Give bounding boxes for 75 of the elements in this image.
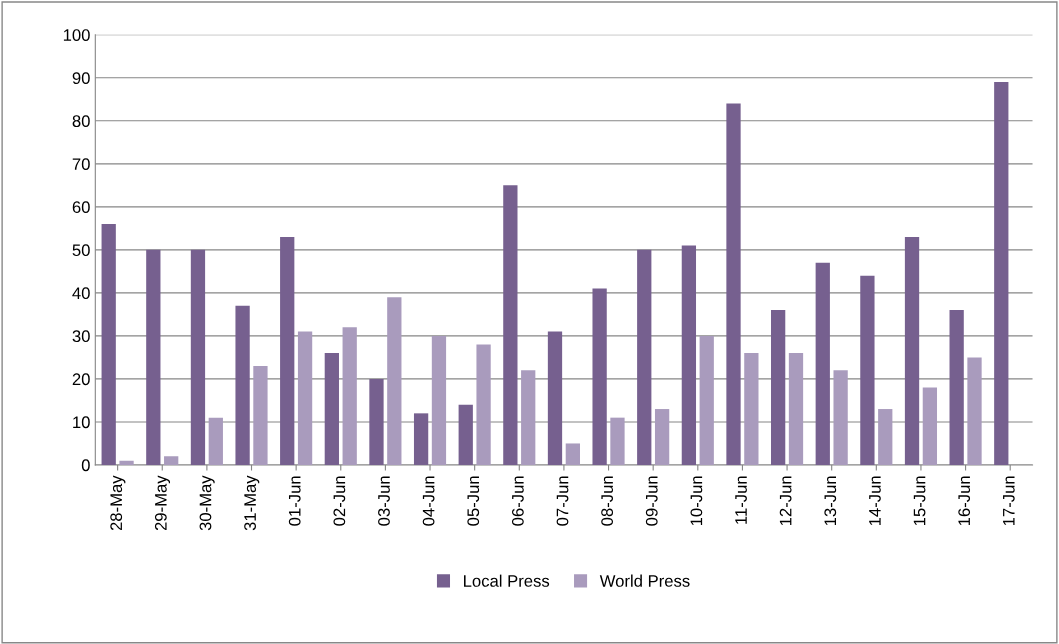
x-tick-label: 28-May xyxy=(110,475,126,531)
bar xyxy=(235,305,250,465)
bar xyxy=(324,353,339,465)
bar xyxy=(860,275,875,465)
y-tick-label: 50 xyxy=(72,244,90,257)
bar xyxy=(904,236,920,465)
x-tick-label: 02-Jun xyxy=(333,476,346,526)
x-tick-label: 07-Jun xyxy=(556,476,569,526)
x-tick-label: 06-Jun xyxy=(511,476,524,526)
bar xyxy=(788,353,804,465)
y-tick-label: 20 xyxy=(72,373,90,386)
x-tick-label: 14-Jun xyxy=(869,476,881,526)
bar xyxy=(833,370,848,465)
y-tick-label: 60 xyxy=(72,201,90,214)
y-tick-label: 70 xyxy=(72,158,90,171)
bar xyxy=(431,335,447,465)
y-tick-label: 30 xyxy=(72,330,90,343)
bar xyxy=(101,224,116,465)
bar xyxy=(342,327,357,465)
legend-label: Local Press xyxy=(464,574,550,587)
bar xyxy=(208,417,223,465)
x-tick-label: 30-May xyxy=(199,475,215,531)
bar xyxy=(744,353,759,465)
bar xyxy=(146,249,161,465)
bar xyxy=(726,103,741,465)
bar xyxy=(565,443,580,465)
bar xyxy=(699,335,714,465)
bar xyxy=(654,409,670,465)
bar xyxy=(878,409,893,465)
bar xyxy=(949,310,964,465)
bar xyxy=(280,236,295,465)
bar xyxy=(458,404,473,465)
x-tick-label: 03-Jun xyxy=(378,476,390,526)
y-tick-label: 40 xyxy=(72,287,90,300)
bar xyxy=(190,249,206,465)
x-tick-label: 04-Jun xyxy=(422,476,435,526)
bar xyxy=(503,185,518,465)
x-tick-label: 10-Jun xyxy=(690,476,703,526)
bar xyxy=(413,413,429,465)
y-tick-label: 0 xyxy=(81,459,90,472)
bar xyxy=(476,344,491,465)
x-tick-label: 15-Jun xyxy=(913,476,926,526)
bar xyxy=(297,331,313,465)
bar xyxy=(547,331,563,465)
bar xyxy=(119,460,134,465)
bar xyxy=(815,262,830,465)
x-tick-label: 13-Jun xyxy=(824,476,837,526)
bar xyxy=(637,249,652,465)
bar xyxy=(922,387,938,465)
bar xyxy=(387,297,402,465)
bar xyxy=(164,456,179,465)
bar xyxy=(967,357,982,465)
x-tick-label: 29-May xyxy=(154,475,171,531)
x-tick-label: 17-Jun xyxy=(1003,476,1015,526)
x-tick-label: 31-May xyxy=(244,475,260,531)
bar xyxy=(610,417,625,465)
y-tick-label: 10 xyxy=(73,416,90,429)
bar xyxy=(681,245,697,465)
x-tick-label: 08-Jun xyxy=(601,476,614,526)
bar xyxy=(369,378,384,465)
x-tick-label: 12-Jun xyxy=(779,476,792,526)
x-tick-label: 05-Jun xyxy=(467,476,480,526)
bar xyxy=(592,288,607,465)
legend-label: World Press xyxy=(599,574,690,587)
bar xyxy=(771,310,786,465)
bar xyxy=(253,366,268,465)
y-tick-label: 100 xyxy=(63,29,90,41)
x-tick-label: 16-Jun xyxy=(958,476,971,526)
x-tick-label: 01-Jun xyxy=(288,476,301,526)
y-tick-label: 80 xyxy=(72,115,90,128)
x-tick-label: 11-Jun xyxy=(735,476,747,524)
bar xyxy=(994,82,1009,465)
x-tick-label: 09-Jun xyxy=(645,476,658,526)
y-tick-label: 90 xyxy=(72,72,90,84)
bar xyxy=(521,370,536,465)
